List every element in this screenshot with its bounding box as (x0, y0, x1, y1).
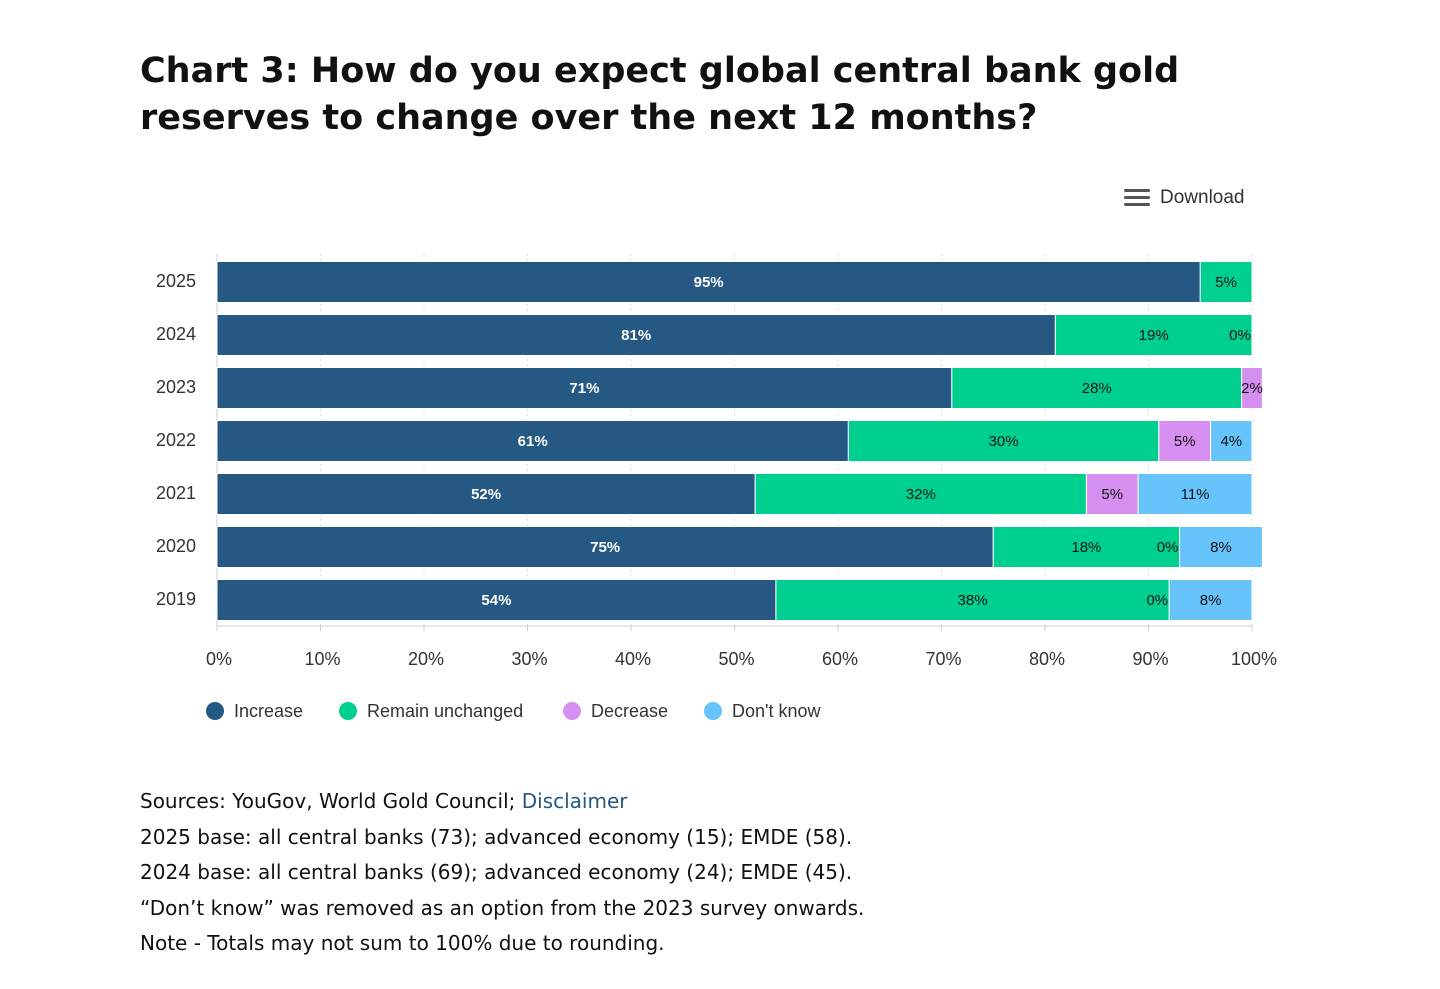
data-label: 5% (1101, 486, 1123, 503)
data-label: 32% (906, 486, 936, 503)
x-tick-label: 100% (1231, 649, 1277, 669)
data-label: 11% (1181, 486, 1210, 503)
x-tick-label: 20% (408, 649, 444, 669)
x-tick-label: 30% (511, 649, 547, 669)
y-tick-label: 2024 (156, 324, 196, 344)
bar-segment (216, 420, 849, 462)
data-label: 52% (471, 486, 501, 503)
bar-segment (1054, 314, 1253, 356)
data-label: 54% (481, 592, 511, 609)
notes: Sources: YouGov, World Gold Council; Dis… (140, 784, 864, 962)
y-tick-label: 2023 (156, 377, 196, 397)
x-tick-label: 10% (304, 649, 340, 669)
legend-item[interactable]: Increase (206, 701, 303, 721)
bar-segment (1241, 367, 1263, 409)
data-label: 0% (1146, 592, 1168, 609)
x-tick-label: 60% (822, 649, 858, 669)
x-tick-label: 80% (1029, 649, 1065, 669)
bar-segment (216, 579, 777, 621)
sources-line: Sources: YouGov, World Gold Council; Dis… (140, 784, 864, 820)
bar-segment (1085, 473, 1139, 515)
data-label: 5% (1215, 274, 1237, 291)
legend-label: Remain unchanged (367, 701, 523, 721)
data-label: 0% (1157, 539, 1179, 556)
data-label: 4% (1220, 433, 1242, 450)
x-tick-label: 40% (615, 649, 651, 669)
bar-segment (1210, 420, 1253, 462)
data-label: 19% (1139, 327, 1169, 344)
bar-segment (216, 526, 994, 568)
legend-swatch (206, 702, 224, 720)
data-label: 75% (590, 539, 620, 556)
menu-icon (1124, 185, 1150, 210)
bar-segment (216, 367, 953, 409)
data-label: 30% (989, 433, 1019, 450)
y-tick-label: 2022 (156, 430, 196, 450)
note-line: 2025 base: all central banks (73); advan… (140, 824, 853, 849)
disclaimer-link[interactable]: Disclaimer (521, 789, 628, 813)
y-tick-label: 2025 (156, 271, 196, 291)
legend-label: Don't know (732, 701, 821, 721)
y-tick-label: 2021 (156, 483, 196, 503)
bar-segment (1199, 261, 1253, 303)
legend-item[interactable]: Don't know (704, 701, 821, 721)
bar-segment (1168, 579, 1253, 621)
data-label: 61% (518, 433, 548, 450)
x-tick-label: 70% (925, 649, 961, 669)
legend-label: Increase (234, 701, 303, 721)
data-label: 38% (958, 592, 988, 609)
legend-label: Decrease (591, 701, 668, 721)
bar-segment (992, 526, 1181, 568)
legend-item[interactable]: Remain unchanged (339, 701, 523, 721)
legend-swatch (339, 702, 357, 720)
x-tick-label: 0% (206, 649, 232, 669)
bar-segment (216, 314, 1056, 356)
data-label: 18% (1071, 539, 1101, 556)
legend-swatch (704, 702, 722, 720)
data-label: 71% (569, 380, 599, 397)
legend-swatch (563, 702, 581, 720)
data-label: 81% (621, 327, 651, 344)
note-line: Note - Totals may not sum to 100% due to… (140, 931, 665, 955)
bar-segment (1179, 526, 1263, 568)
data-label: 8% (1210, 539, 1232, 556)
note-line: 2024 base: all central banks (69); advan… (140, 860, 853, 884)
data-label: 28% (1082, 380, 1112, 397)
data-label: 0% (1229, 327, 1251, 344)
download-button[interactable]: Download (1124, 185, 1245, 210)
chart-title: Chart 3: How do you expect global centra… (140, 51, 1180, 138)
x-tick-label: 50% (718, 649, 754, 669)
data-label: 5% (1174, 433, 1196, 450)
y-tick-label: 2019 (156, 589, 196, 609)
legend-item[interactable]: Decrease (563, 701, 668, 721)
data-label: 2% (1241, 380, 1263, 397)
data-label: 8% (1200, 592, 1222, 609)
note-line: “Don’t know” was removed as an option fr… (140, 895, 865, 920)
sources: Sources: YouGov, World Gold Council; (140, 789, 516, 813)
bar-segment (754, 473, 1087, 515)
bar-segment (951, 367, 1243, 409)
y-tick-label: 2020 (156, 536, 196, 556)
bar-segment (1158, 420, 1212, 462)
bar-segment (1137, 473, 1253, 515)
x-tick-label: 90% (1132, 649, 1168, 669)
download-label: Download (1160, 186, 1245, 208)
data-label: 95% (694, 274, 724, 291)
